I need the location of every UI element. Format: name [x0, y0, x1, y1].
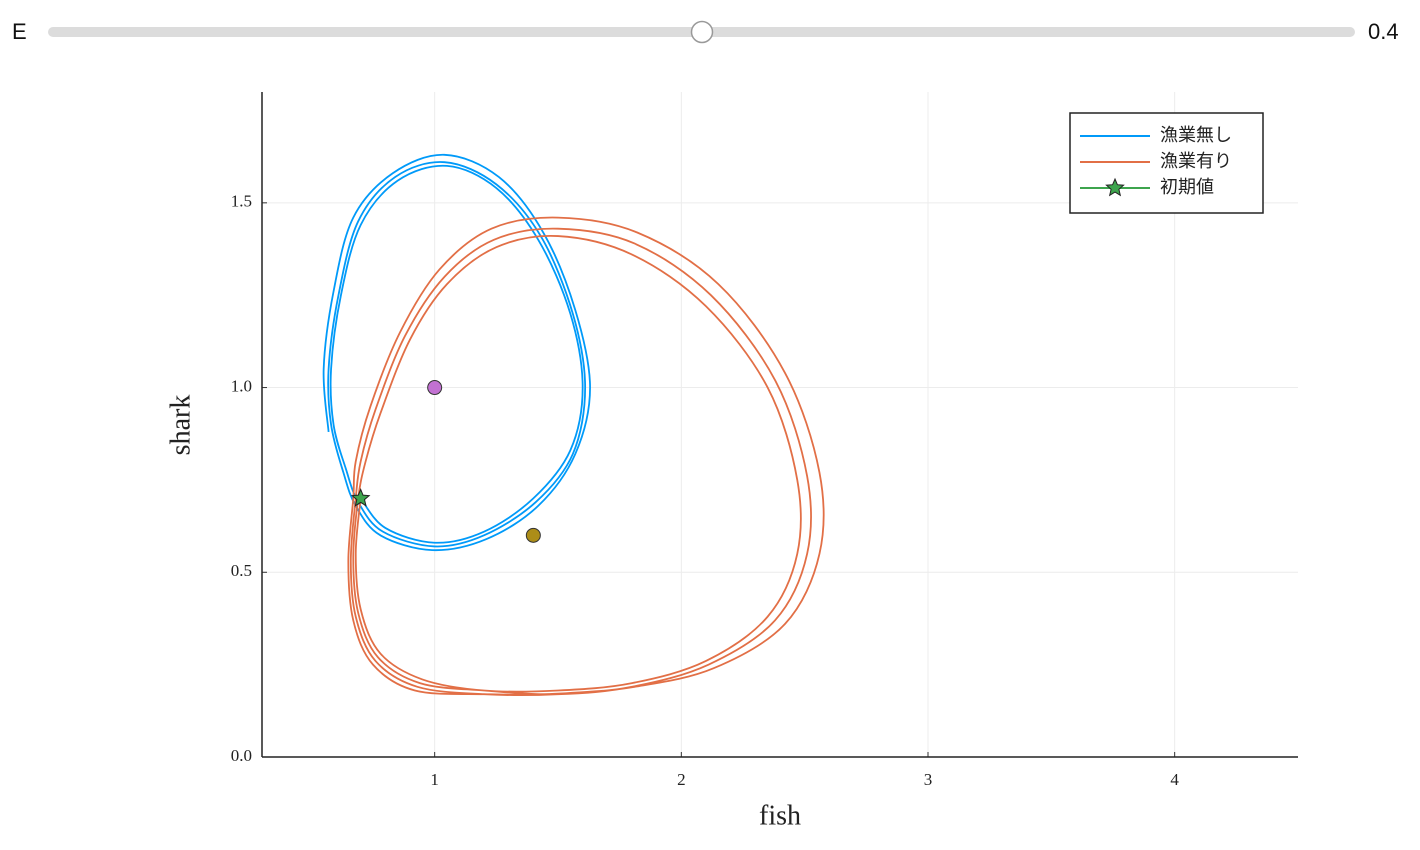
slider-label: E	[12, 19, 27, 44]
legend-label: 初期値	[1160, 177, 1214, 198]
orbit-line	[347, 216, 825, 697]
x-axis-label: fish	[759, 800, 801, 831]
y-axis-label: shark	[165, 395, 196, 456]
x-tick-label: 1	[430, 770, 439, 789]
y-tick-label: 0.5	[231, 561, 252, 580]
x-tick-label: 3	[924, 770, 933, 789]
y-tick-label: 1.0	[231, 376, 252, 395]
slider-thumb[interactable]	[690, 20, 714, 44]
legend-label: 漁業無し	[1160, 125, 1232, 146]
x-tick-label: 4	[1170, 770, 1179, 789]
legend-marker	[1105, 177, 1125, 197]
legend-label: 漁業有り	[1160, 151, 1232, 172]
x-tick-label: 2	[677, 770, 686, 789]
equilibrium-point	[525, 527, 541, 543]
orbit-line	[322, 153, 591, 552]
equilibrium-point	[427, 380, 443, 396]
initial-marker	[350, 488, 371, 507]
y-tick-label: 1.5	[231, 192, 252, 211]
y-tick-label: 0.0	[231, 746, 252, 765]
slider-value: 0.4	[1368, 19, 1399, 44]
